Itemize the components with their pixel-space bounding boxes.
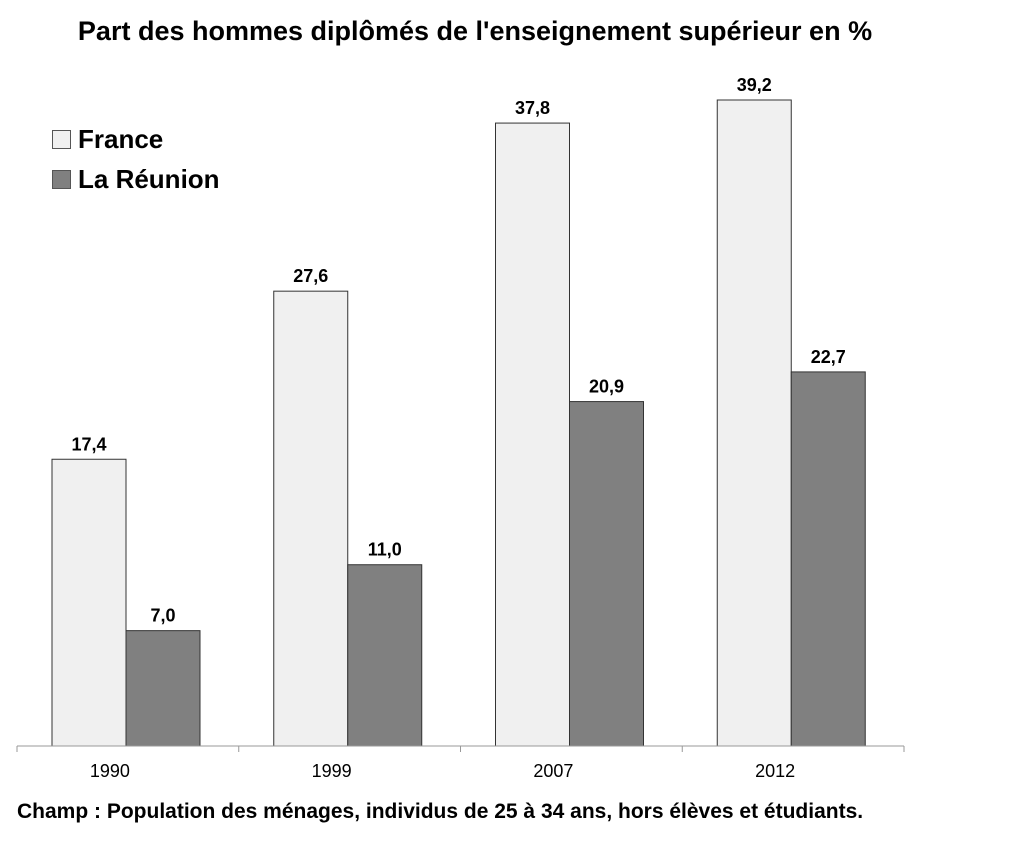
bars-group (51, 99, 866, 747)
bar-france-1999 (273, 290, 349, 747)
chart-footnote: Champ : Population des ménages, individu… (17, 800, 864, 823)
x-tick-label-2007: 2007 (533, 761, 573, 781)
legend-item-reunion: La Réunion (52, 164, 220, 195)
bar-france-2012 (716, 99, 792, 747)
legend-label-reunion: La Réunion (78, 164, 220, 194)
data-label-reunion-1990: 7,0 (150, 606, 175, 626)
bar-reunion-2012 (790, 371, 866, 747)
data-label-reunion-2007: 20,9 (589, 377, 624, 397)
legend-item-france: France (52, 124, 163, 155)
data-label-reunion-2012: 22,7 (811, 347, 846, 367)
data-label-reunion-1999: 11,0 (368, 540, 402, 560)
legend-label-france: France (78, 124, 164, 154)
bar-reunion-1999 (347, 564, 423, 747)
value-labels-group: 17,4 7,0 27,6 11,0 37,8 20,9 39,2 22,7 (71, 75, 845, 626)
x-tick-label-2012: 2012 (755, 761, 795, 781)
data-label-france-1999: 27,6 (293, 266, 328, 286)
bar-reunion-1990 (125, 630, 201, 747)
bar-france-1990 (51, 458, 127, 747)
data-label-france-1990: 17,4 (71, 434, 106, 454)
bar-france-2007 (495, 122, 570, 747)
legend-swatch-france (52, 130, 71, 149)
x-axis: 1990 1999 2007 2012 (16, 745, 905, 781)
legend-swatch-reunion (52, 170, 71, 189)
bar-reunion-2007 (569, 401, 644, 747)
data-label-france-2007: 37,8 (515, 98, 550, 118)
x-tick-label-1999: 1999 (312, 761, 352, 781)
chart-title: Part des hommes diplômés de l'enseigneme… (77, 16, 873, 46)
data-label-france-2012: 39,2 (737, 75, 772, 95)
x-tick-label-1990: 1990 (90, 761, 130, 781)
